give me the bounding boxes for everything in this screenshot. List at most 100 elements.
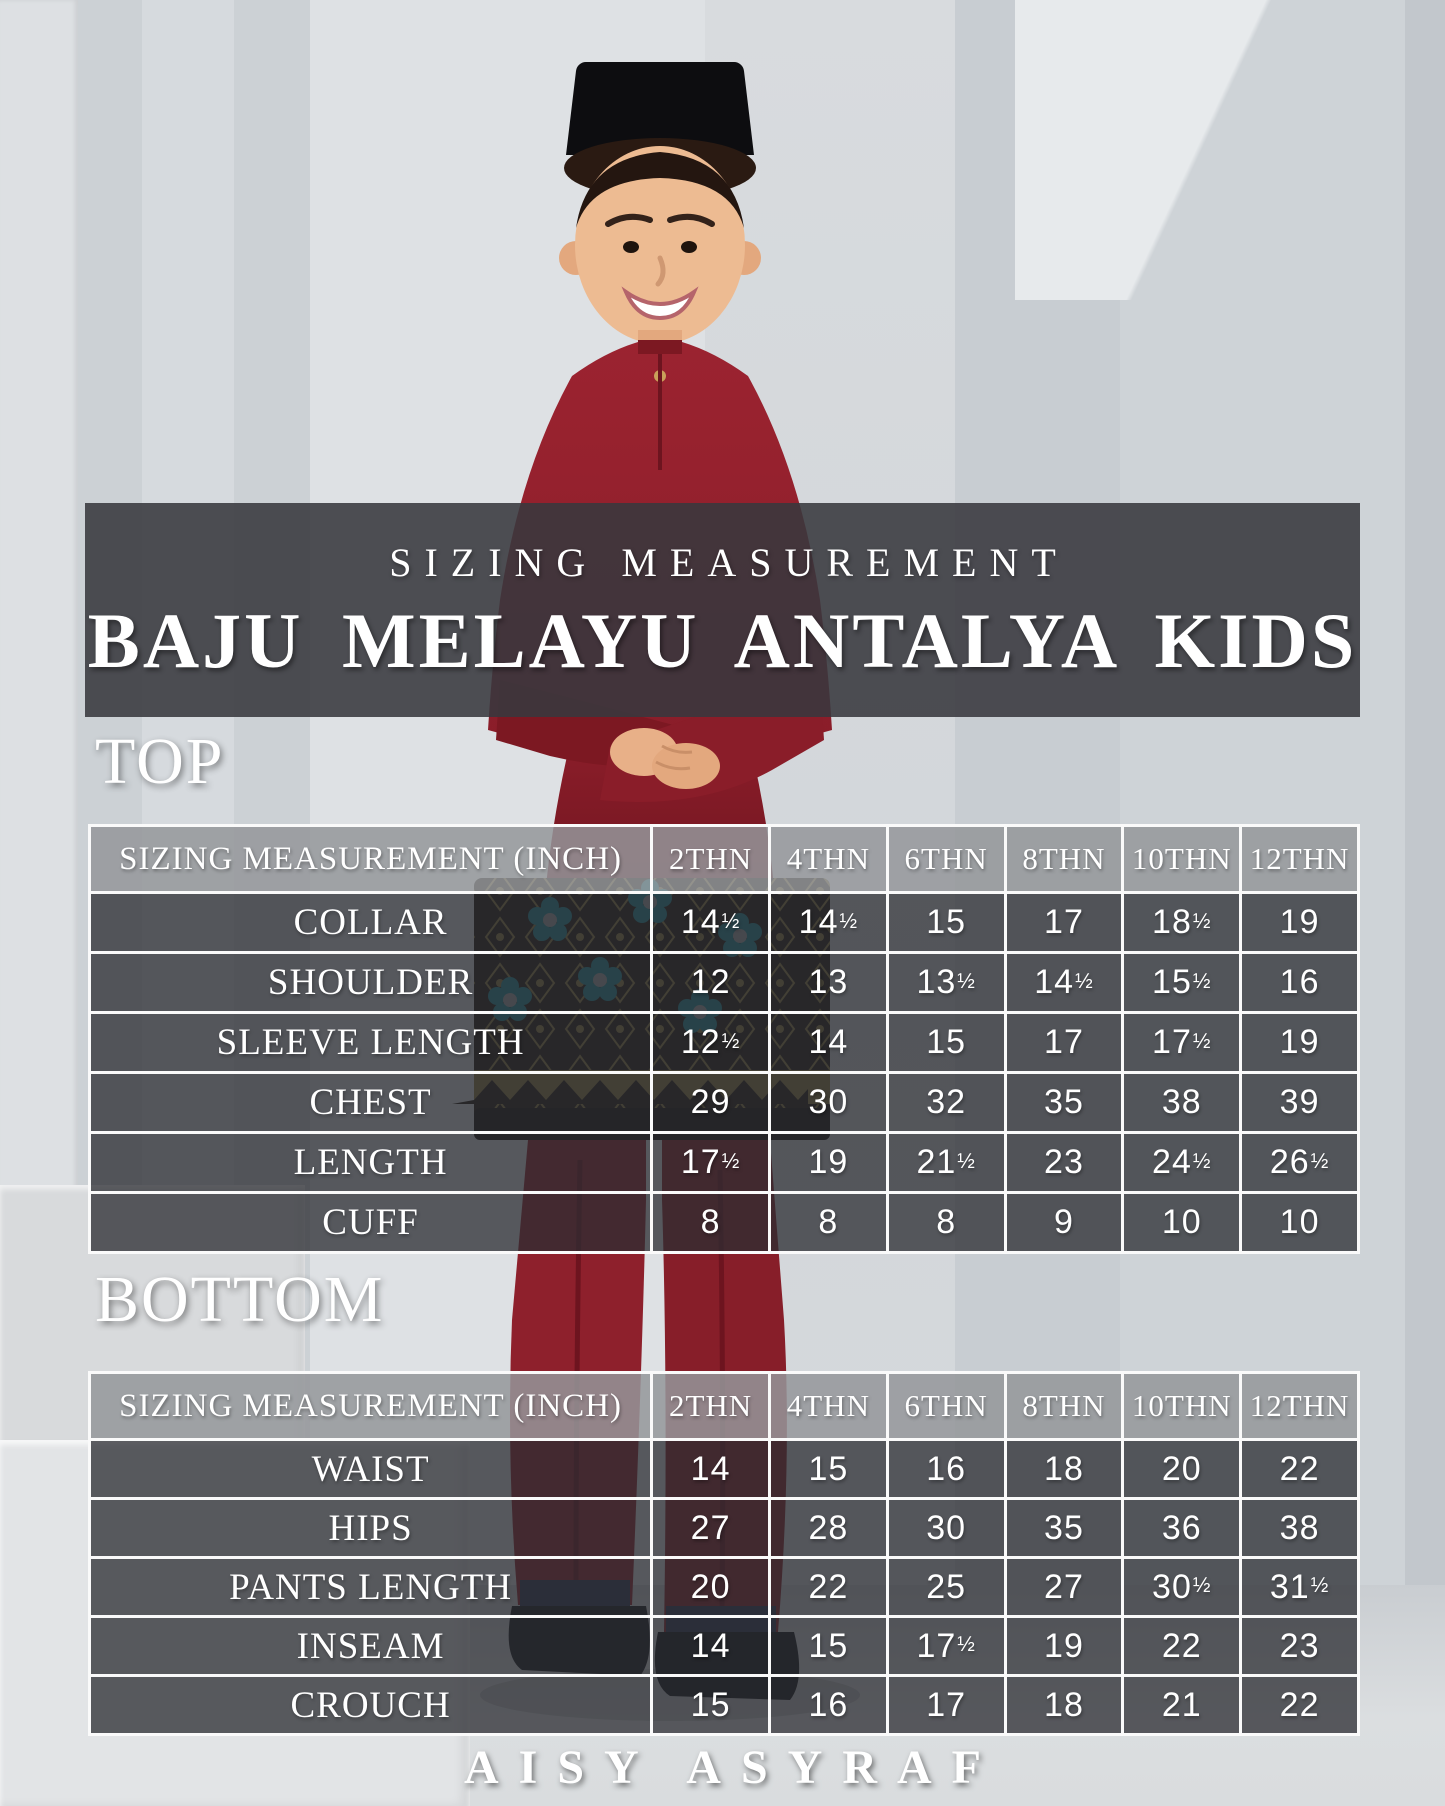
size-value-cell: 9 bbox=[1003, 1191, 1125, 1254]
table-row: INSEAM 14 15 17½ 19 22 23 bbox=[87, 1615, 1360, 1677]
half-fraction: ½ bbox=[721, 1149, 741, 1173]
size-value-cell: 17 bbox=[885, 1674, 1007, 1736]
row-label: CHEST bbox=[87, 1071, 654, 1134]
half-fraction: ½ bbox=[1192, 1029, 1212, 1053]
section-heading-top: TOP bbox=[95, 725, 225, 798]
half-fraction: ½ bbox=[839, 909, 859, 933]
size-value-cell: 19 bbox=[1239, 1011, 1360, 1074]
size-value-cell: 26½ bbox=[1239, 1131, 1360, 1194]
half-fraction: ½ bbox=[721, 909, 741, 933]
smile bbox=[621, 286, 699, 321]
size-value-cell: 19 bbox=[767, 1131, 889, 1194]
size-column-header: 6THN bbox=[885, 1371, 1007, 1441]
size-column-header: 12THN bbox=[1239, 1371, 1360, 1441]
size-value-cell: 10 bbox=[1121, 1191, 1243, 1254]
table-row: CHEST 29 30 32 35 38 39 bbox=[87, 1071, 1360, 1134]
row-label: WAIST bbox=[87, 1438, 654, 1500]
fingers bbox=[655, 744, 693, 771]
half-fraction: ½ bbox=[1310, 1574, 1330, 1598]
size-value-cell: 32 bbox=[885, 1071, 1007, 1134]
half-fraction: ½ bbox=[957, 1633, 976, 1657]
size-value-cell: 14 bbox=[650, 1615, 771, 1677]
half-fraction: ½ bbox=[957, 969, 976, 993]
size-value-cell: 25 bbox=[885, 1556, 1007, 1618]
size-value-cell: 20 bbox=[650, 1556, 771, 1618]
row-label: CROUCH bbox=[87, 1674, 654, 1736]
size-value-cell: 14½ bbox=[767, 891, 889, 954]
size-column-header: 10THN bbox=[1121, 1371, 1243, 1441]
bottom-size-table: SIZING MEASUREMENT (INCH) 2THN 4THN 6THN 8TH… bbox=[87, 1371, 1360, 1736]
table-row: SLEEVE LENGTH 12½ 14 15 17 17½ 19 bbox=[87, 1011, 1360, 1074]
size-value-cell: 22 bbox=[1121, 1615, 1243, 1677]
eyebrow bbox=[667, 213, 715, 227]
row-label: PANTS LENGTH bbox=[87, 1556, 654, 1618]
size-value-cell: 13 bbox=[767, 951, 889, 1014]
size-column-header: 10THN bbox=[1121, 824, 1243, 894]
row-label: LENGTH bbox=[87, 1131, 654, 1194]
size-value-cell: 30 bbox=[767, 1071, 889, 1134]
size-column-header: 2THN bbox=[650, 824, 771, 894]
top-size-table: SIZING MEASUREMENT (INCH) 2THN 4THN 6THN 8TH… bbox=[87, 824, 1360, 1254]
table-row: LENGTH 17½ 19 21½ 23 24½ 26½ bbox=[87, 1131, 1360, 1194]
half-fraction: ½ bbox=[1192, 969, 1212, 993]
size-value-cell: 30½ bbox=[1121, 1556, 1243, 1618]
songkok-hat bbox=[566, 61, 754, 155]
measurement-column-header: SIZING MEASUREMENT (INCH) bbox=[87, 824, 654, 894]
header-row: SIZING MEASUREMENT (INCH) 2THN 4THN 6THN 8TH… bbox=[87, 1371, 1360, 1441]
half-fraction: ½ bbox=[957, 1149, 976, 1173]
row-label: INSEAM bbox=[87, 1615, 654, 1677]
size-value-cell: 14 bbox=[650, 1438, 771, 1500]
size-value-cell: 38 bbox=[1239, 1497, 1360, 1559]
size-value-cell: 8 bbox=[885, 1191, 1007, 1254]
collar bbox=[638, 340, 682, 354]
half-fraction: ½ bbox=[1192, 1574, 1212, 1598]
size-value-cell: 38 bbox=[1121, 1071, 1243, 1134]
backdrop-wedge bbox=[1015, 0, 1445, 300]
half-fraction: ½ bbox=[1075, 969, 1094, 993]
half-fraction: ½ bbox=[1192, 909, 1212, 933]
size-value-cell: 36 bbox=[1121, 1497, 1243, 1559]
table-row: HIPS 27 28 30 35 36 38 bbox=[87, 1497, 1360, 1559]
eye bbox=[681, 241, 697, 253]
size-value-cell: 12 bbox=[650, 951, 771, 1014]
size-value-cell: 14½ bbox=[1003, 951, 1125, 1014]
size-value-cell: 31½ bbox=[1239, 1556, 1360, 1618]
size-value-cell: 20 bbox=[1121, 1438, 1243, 1500]
size-value-cell: 16 bbox=[767, 1674, 889, 1736]
size-value-cell: 21½ bbox=[885, 1131, 1007, 1194]
size-value-cell: 15 bbox=[650, 1674, 771, 1736]
size-value-cell: 35 bbox=[1003, 1071, 1125, 1134]
size-value-cell: 23 bbox=[1003, 1131, 1125, 1194]
size-value-cell: 22 bbox=[1239, 1674, 1360, 1736]
size-value-cell: 17½ bbox=[1121, 1011, 1243, 1074]
size-value-cell: 24½ bbox=[1121, 1131, 1243, 1194]
size-value-cell: 16 bbox=[1239, 951, 1360, 1014]
header-row: SIZING MEASUREMENT (INCH) 2THN 4THN 6THN 8TH… bbox=[87, 824, 1360, 894]
size-value-cell: 15 bbox=[885, 891, 1007, 954]
title-band: SIZING MEASUREMENT BAJU MELAYU ANTALYA K… bbox=[85, 503, 1360, 717]
size-value-cell: 27 bbox=[1003, 1556, 1125, 1618]
row-label: COLLAR bbox=[87, 891, 654, 954]
size-value-cell: 17 bbox=[1003, 1011, 1125, 1074]
table-row: CROUCH 15 16 17 18 21 22 bbox=[87, 1674, 1360, 1736]
hand bbox=[652, 743, 720, 789]
row-label: SHOULDER bbox=[87, 951, 654, 1014]
eyebrow bbox=[605, 213, 653, 227]
size-value-cell: 18½ bbox=[1121, 891, 1243, 954]
size-column-header: 12THN bbox=[1239, 824, 1360, 894]
size-column-header: 8THN bbox=[1003, 824, 1125, 894]
size-value-cell: 10 bbox=[1239, 1191, 1360, 1254]
size-value-cell: 22 bbox=[767, 1556, 889, 1618]
size-value-cell: 12½ bbox=[650, 1011, 771, 1074]
size-value-cell: 21 bbox=[1121, 1674, 1243, 1736]
size-value-cell: 28 bbox=[767, 1497, 889, 1559]
nose bbox=[655, 255, 666, 287]
half-fraction: ½ bbox=[1310, 1149, 1330, 1173]
size-value-cell: 17½ bbox=[650, 1131, 771, 1194]
table-row: PANTS LENGTH 20 22 25 27 30½ 31½ bbox=[87, 1556, 1360, 1618]
size-column-header: 6THN bbox=[885, 824, 1007, 894]
hairline bbox=[576, 152, 744, 228]
table-row: COLLAR 14½ 14½ 15 17 18½ 19 bbox=[87, 891, 1360, 954]
eye bbox=[623, 241, 639, 253]
size-column-header: 4THN bbox=[767, 1371, 889, 1441]
